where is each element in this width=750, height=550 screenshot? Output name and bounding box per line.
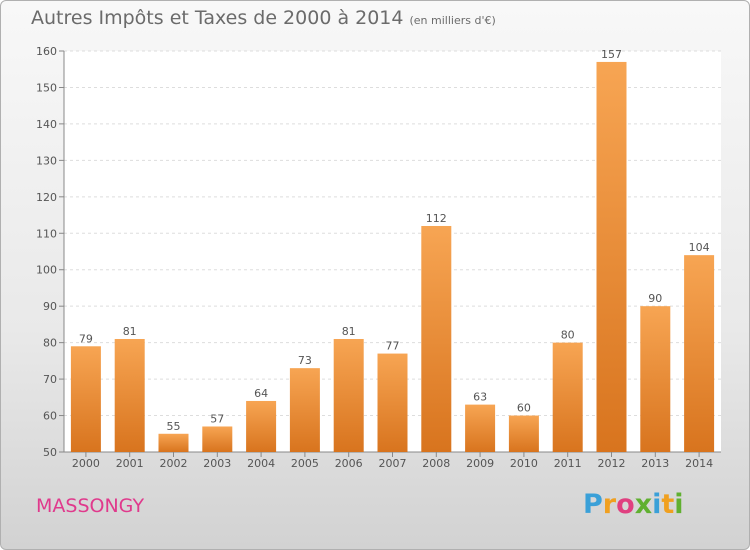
bar-2011 — [552, 342, 583, 452]
logo-letter: i — [674, 489, 684, 520]
bar-2005 — [289, 368, 320, 452]
y-tick-label: 120 — [36, 191, 57, 204]
location-name: MASSONGY — [36, 495, 145, 517]
x-tick-label: 2008 — [422, 457, 450, 470]
y-tick-label: 80 — [43, 337, 57, 350]
y-tick-label: 110 — [36, 227, 57, 240]
data-label: 77 — [386, 340, 400, 353]
bar-2002 — [158, 433, 189, 452]
proxiti-logo[interactable]: Proxiti — [583, 489, 684, 520]
chart-title: Autres Impôts et Taxes de 2000 à 2014 (en… — [31, 7, 496, 29]
data-label: 64 — [254, 387, 268, 400]
bar-2013 — [640, 306, 671, 452]
x-tick-label: 2000 — [72, 457, 100, 470]
x-tick-label: 2005 — [291, 457, 319, 470]
x-tick-label: 2012 — [598, 457, 626, 470]
chart-title-main: Autres Impôts et Taxes de 2000 à 2014 — [31, 7, 404, 29]
data-label: 104 — [689, 241, 710, 254]
data-labels: 79 81 55 57 64 73 81 77 112 63 60 80 157 90 104 — [79, 48, 710, 433]
bars — [70, 61, 715, 452]
y-tick-label: 90 — [43, 300, 57, 313]
x-tick-label: 2003 — [203, 457, 231, 470]
y-tick-label: 50 — [43, 446, 57, 459]
logo-letter: r — [602, 489, 617, 520]
y-tick-label: 140 — [36, 118, 57, 131]
y-tick-label: 100 — [36, 264, 57, 277]
bar-2012 — [596, 61, 627, 452]
x-tick-label: 2002 — [160, 457, 188, 470]
x-tick-label: 2013 — [641, 457, 669, 470]
data-label: 90 — [648, 292, 662, 305]
x-tick-label: 2011 — [554, 457, 582, 470]
x-tick-label: 2010 — [510, 457, 538, 470]
x-tick-label: 2006 — [335, 457, 363, 470]
chart-title-unit: (en milliers d'€) — [409, 14, 496, 27]
y-tick-label: 60 — [43, 410, 57, 423]
bar-2001 — [114, 338, 145, 452]
logo-letter: x — [634, 489, 653, 520]
data-label: 80 — [561, 329, 575, 342]
data-label: 112 — [426, 212, 447, 225]
bar-2007 — [377, 353, 408, 452]
data-label: 60 — [517, 402, 531, 415]
data-label: 81 — [342, 325, 356, 338]
data-label: 73 — [298, 354, 312, 367]
x-tick-labels: 2000 2001 2002 2003 2004 2005 2006 2007 2008 2009… — [72, 457, 713, 470]
x-tick-label: 2001 — [116, 457, 144, 470]
bar-2006 — [333, 338, 364, 452]
data-label: 57 — [210, 412, 224, 425]
y-tick-label: 150 — [36, 81, 57, 94]
bar-2004 — [246, 400, 277, 452]
y-tick-labels: 50 60 70 80 90 100 110 120 130 140 150 160 — [36, 45, 57, 459]
x-tick-label: 2009 — [466, 457, 494, 470]
bar-2000 — [70, 346, 101, 452]
y-tick-label: 160 — [36, 45, 57, 58]
x-tick-label: 2007 — [379, 457, 407, 470]
bar-2014 — [684, 255, 715, 452]
data-label: 81 — [123, 325, 137, 338]
data-label: 63 — [473, 391, 487, 404]
bar-2010 — [508, 415, 539, 452]
logo-letter: i — [652, 489, 662, 520]
bar-2009 — [465, 404, 496, 452]
logo-letter: t — [661, 489, 675, 520]
bar-2008 — [421, 225, 452, 452]
logo-letter: o — [616, 489, 635, 520]
x-tick-label: 2014 — [685, 457, 713, 470]
x-tick-label: 2004 — [247, 457, 275, 470]
logo-letter: P — [583, 489, 603, 520]
bar-2003 — [202, 426, 233, 452]
data-label: 55 — [167, 420, 181, 433]
data-label: 79 — [79, 332, 93, 345]
data-label: 157 — [601, 48, 622, 61]
y-tick-label: 130 — [36, 154, 57, 167]
y-tick-label: 70 — [43, 373, 57, 386]
